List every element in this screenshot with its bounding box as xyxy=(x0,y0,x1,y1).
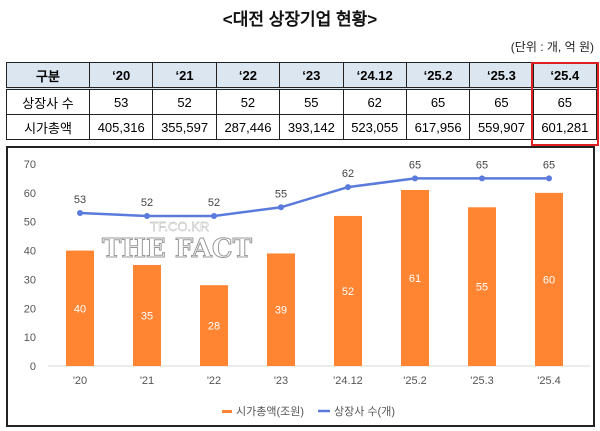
page-title: <대전 상장기업 현황> xyxy=(222,10,378,29)
bar-data-label: 55 xyxy=(476,282,488,294)
x-tick-label: '23 xyxy=(274,375,288,387)
table-cell: 65 xyxy=(532,88,598,115)
bar xyxy=(200,285,228,366)
bar xyxy=(535,192,563,366)
legend-bar-swatch xyxy=(222,410,232,413)
x-tick-label: '22 xyxy=(207,375,221,387)
table-cell: 523,055 xyxy=(342,114,407,140)
table-cell: 65 xyxy=(469,88,534,115)
x-tick-label: '25.4 xyxy=(537,375,561,387)
column-header: ‘21 xyxy=(152,62,217,90)
x-tick-label: '25.3 xyxy=(470,375,494,387)
line-point xyxy=(546,175,552,182)
bar-data-label: 40 xyxy=(74,303,86,315)
line-point xyxy=(211,212,217,219)
table-cell: 559,907 xyxy=(469,114,534,140)
column-header: ‘25.3 xyxy=(469,62,534,90)
bar xyxy=(267,253,295,366)
unit-label: (단위 : 개, 억 원) xyxy=(510,40,594,54)
line-data-label: 65 xyxy=(543,159,555,171)
line-data-label: 53 xyxy=(74,194,86,206)
table-cell: 601,281 xyxy=(532,114,598,140)
bar-data-label: 39 xyxy=(275,305,287,317)
line-data-label: 55 xyxy=(275,188,287,200)
table-cell: 53 xyxy=(88,88,154,115)
legend-line-label: 상장사 수(개) xyxy=(334,405,395,418)
y-tick-label: 20 xyxy=(24,303,36,315)
column-header: ‘23 xyxy=(279,62,344,90)
y-tick-label: 30 xyxy=(24,274,36,286)
table-cell: 405,316 xyxy=(88,114,154,140)
line-point xyxy=(278,204,284,211)
chart-frame xyxy=(6,146,595,427)
table-header: 구분 ‘20 ‘21 ‘22 ‘23 ‘24.12 ‘25.2 ‘25.3 ‘25.4 xyxy=(6,62,598,90)
bar xyxy=(401,189,429,366)
watermark: THE FACT xyxy=(102,234,253,265)
table-cell: 617,956 xyxy=(405,114,471,140)
table-cell: 355,597 xyxy=(152,114,217,140)
column-header: 구분 xyxy=(6,62,90,90)
line-point xyxy=(412,175,418,182)
legend-bar-label: 시가총액(조원) xyxy=(236,405,304,418)
line-data-label: 65 xyxy=(476,159,488,171)
y-tick-label: 50 xyxy=(24,217,36,229)
line-data-label: 65 xyxy=(409,159,421,171)
y-tick-label: 70 xyxy=(24,159,36,171)
watermark-url: TF.CO.KR xyxy=(150,219,210,234)
bar xyxy=(468,207,496,366)
table-cell: 287,446 xyxy=(215,114,281,140)
x-tick-label: '20 xyxy=(73,375,87,387)
row-label: 상장사 수 xyxy=(6,88,90,115)
bar-data-label: 60 xyxy=(543,274,555,286)
column-header: ‘24.12 xyxy=(342,62,407,90)
line-point xyxy=(144,212,150,219)
bar xyxy=(334,215,362,366)
line-series xyxy=(79,177,549,218)
line-point xyxy=(479,175,485,182)
column-header: ‘22 xyxy=(215,62,281,90)
y-tick-label: 60 xyxy=(24,188,36,200)
table-cell: 393,142 xyxy=(279,114,344,140)
line-data-label: 62 xyxy=(342,168,354,180)
bar xyxy=(66,250,94,366)
row-label: 시가총액 xyxy=(6,114,90,140)
x-tick-label: '24.12 xyxy=(333,375,363,387)
column-header: ‘25.4 xyxy=(532,62,598,90)
x-tick-label: '21 xyxy=(140,375,154,387)
column-header: ‘25.2 xyxy=(405,62,471,90)
table-cell: 52 xyxy=(152,88,217,115)
x-tick-label: '25.2 xyxy=(403,375,427,387)
bar-data-label: 28 xyxy=(208,321,220,333)
line-point xyxy=(77,210,83,217)
bar xyxy=(133,265,161,366)
bar-data-label: 35 xyxy=(141,311,153,323)
line-data-label: 52 xyxy=(208,197,220,209)
data-table: 구분 ‘20 ‘21 ‘22 ‘23 ‘24.12 ‘25.2 ‘25.3 ‘25.4 상장사 … xyxy=(6,62,598,140)
y-tick-label: 40 xyxy=(24,246,36,258)
y-tick-label: 0 xyxy=(30,361,36,373)
bar-data-label: 61 xyxy=(409,273,421,285)
column-header: ‘20 xyxy=(88,62,154,90)
table-row: 시가총액 405,316 355,597 287,446 393,142 523,055 6… xyxy=(6,114,598,140)
bar-data-label: 52 xyxy=(342,286,354,298)
line-point xyxy=(345,184,351,191)
line-data-label: 52 xyxy=(141,197,153,209)
y-tick-label: 10 xyxy=(24,332,36,344)
